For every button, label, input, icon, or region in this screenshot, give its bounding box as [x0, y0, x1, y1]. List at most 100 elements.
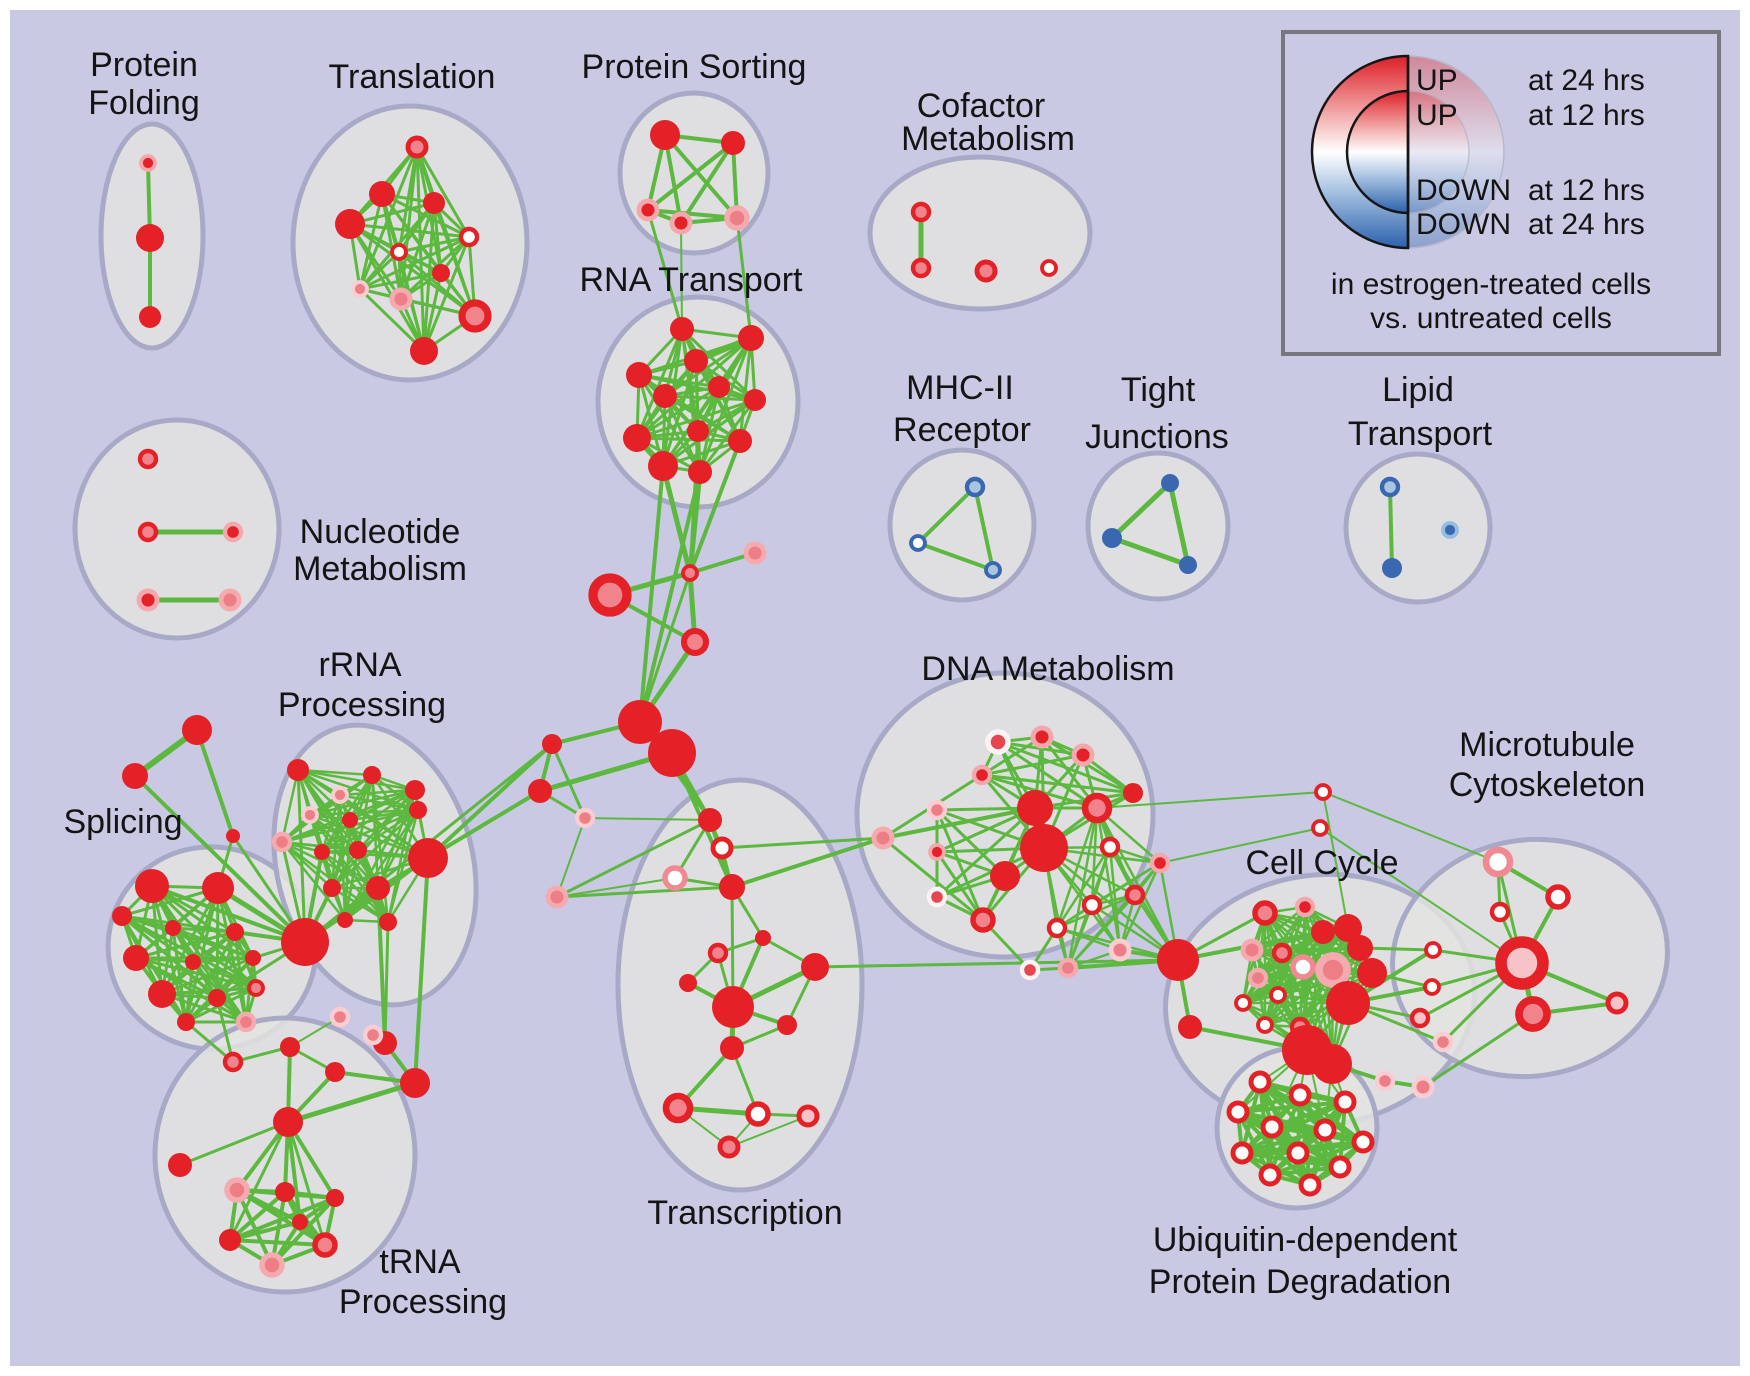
- gene-node[interactable]: [1252, 900, 1278, 926]
- gene-node[interactable]: [871, 826, 895, 850]
- gene-node[interactable]: [755, 930, 771, 946]
- gene-node[interactable]: [1605, 991, 1629, 1015]
- gene-node[interactable]: [990, 861, 1020, 891]
- gene-node[interactable]: [1271, 942, 1293, 964]
- gene-node[interactable]: [717, 1135, 741, 1159]
- gene-node[interactable]: [226, 923, 244, 941]
- gene-node[interactable]: [408, 838, 448, 878]
- gene-node[interactable]: [379, 913, 397, 931]
- gene-node[interactable]: [112, 906, 132, 926]
- gene-node[interactable]: [1328, 1155, 1352, 1179]
- gene-node[interactable]: [542, 734, 562, 754]
- gene-node[interactable]: [362, 1024, 384, 1046]
- gene-node[interactable]: [137, 448, 159, 470]
- gene-node[interactable]: [177, 1013, 195, 1031]
- gene-node[interactable]: [219, 1229, 241, 1251]
- gene-node[interactable]: [1423, 978, 1441, 996]
- gene-node[interactable]: [123, 945, 149, 971]
- gene-node[interactable]: [1545, 884, 1571, 910]
- gene-node[interactable]: [363, 766, 381, 784]
- gene-node[interactable]: [1179, 556, 1197, 574]
- gene-node[interactable]: [1017, 790, 1053, 826]
- gene-node[interactable]: [1258, 1163, 1282, 1187]
- gene-node[interactable]: [423, 192, 445, 214]
- gene-node[interactable]: [226, 829, 240, 843]
- gene-node[interactable]: [168, 1153, 192, 1177]
- gene-node[interactable]: [744, 389, 766, 411]
- gene-node[interactable]: [745, 1101, 771, 1127]
- gene-node[interactable]: [728, 429, 752, 453]
- gene-node[interactable]: [136, 588, 160, 612]
- gene-node[interactable]: [648, 451, 678, 481]
- gene-node[interactable]: [281, 918, 329, 966]
- gene-node[interactable]: [1382, 558, 1402, 578]
- gene-node[interactable]: [1489, 901, 1511, 923]
- gene-node[interactable]: [653, 384, 677, 408]
- gene-node[interactable]: [796, 1104, 820, 1128]
- gene-node[interactable]: [1313, 1118, 1337, 1142]
- gene-node[interactable]: [743, 541, 767, 565]
- gene-node[interactable]: [326, 1189, 344, 1207]
- gene-node[interactable]: [1256, 1016, 1274, 1034]
- gene-node[interactable]: [405, 780, 425, 800]
- gene-node[interactable]: [148, 980, 176, 1008]
- gene-node[interactable]: [1226, 1100, 1250, 1124]
- gene-node[interactable]: [545, 885, 569, 909]
- gene-node[interactable]: [369, 181, 395, 207]
- gene-node[interactable]: [1326, 981, 1370, 1025]
- gene-node[interactable]: [1020, 824, 1068, 872]
- gene-node[interactable]: [275, 1182, 295, 1202]
- gene-node[interactable]: [721, 131, 745, 155]
- gene-node[interactable]: [259, 1252, 285, 1278]
- gene-node[interactable]: [1040, 259, 1058, 277]
- gene-node[interactable]: [648, 729, 696, 777]
- gene-node[interactable]: [626, 362, 652, 388]
- gene-node[interactable]: [1071, 743, 1095, 767]
- gene-node[interactable]: [287, 759, 309, 781]
- gene-node[interactable]: [984, 561, 1002, 579]
- gene-node[interactable]: [1515, 996, 1551, 1032]
- gene-node[interactable]: [335, 209, 365, 239]
- gene-node[interactable]: [312, 1232, 338, 1258]
- gene-node[interactable]: [636, 198, 660, 222]
- gene-node[interactable]: [681, 564, 699, 582]
- gene-node[interactable]: [1234, 994, 1252, 1012]
- gene-node[interactable]: [1379, 476, 1401, 498]
- gene-node[interactable]: [1311, 920, 1335, 944]
- gene-node[interactable]: [1124, 884, 1146, 906]
- gene-node[interactable]: [137, 521, 159, 543]
- gene-node[interactable]: [680, 627, 710, 657]
- gene-node[interactable]: [1312, 1044, 1352, 1084]
- gene-node[interactable]: [273, 1107, 303, 1137]
- gene-node[interactable]: [409, 801, 427, 819]
- gene-node[interactable]: [670, 317, 694, 341]
- gene-node[interactable]: [679, 974, 697, 992]
- gene-node[interactable]: [1333, 1090, 1357, 1114]
- gene-node[interactable]: [1030, 725, 1054, 749]
- gene-node[interactable]: [247, 979, 265, 997]
- gene-node[interactable]: [458, 226, 480, 248]
- gene-node[interactable]: [970, 907, 996, 933]
- gene-node[interactable]: [1374, 1070, 1396, 1092]
- gene-node[interactable]: [1432, 1031, 1454, 1053]
- gene-node[interactable]: [1178, 1015, 1202, 1039]
- gene-node[interactable]: [314, 844, 330, 860]
- gene-node[interactable]: [1314, 783, 1332, 801]
- gene-node[interactable]: [202, 872, 234, 904]
- gene-node[interactable]: [1495, 936, 1549, 990]
- gene-node[interactable]: [712, 986, 754, 1028]
- gene-node[interactable]: [926, 799, 948, 821]
- gene-node[interactable]: [292, 1214, 308, 1230]
- gene-node[interactable]: [928, 843, 946, 861]
- gene-node[interactable]: [618, 700, 662, 744]
- gene-node[interactable]: [139, 154, 157, 172]
- gene-node[interactable]: [1294, 896, 1316, 918]
- gene-node[interactable]: [662, 1092, 694, 1124]
- gene-node[interactable]: [971, 764, 993, 786]
- gene-node[interactable]: [1149, 852, 1171, 874]
- gene-node[interactable]: [325, 1062, 345, 1082]
- gene-node[interactable]: [1157, 939, 1199, 981]
- gene-node[interactable]: [337, 912, 353, 928]
- gene-node[interactable]: [662, 865, 688, 891]
- gene-node[interactable]: [1290, 954, 1316, 980]
